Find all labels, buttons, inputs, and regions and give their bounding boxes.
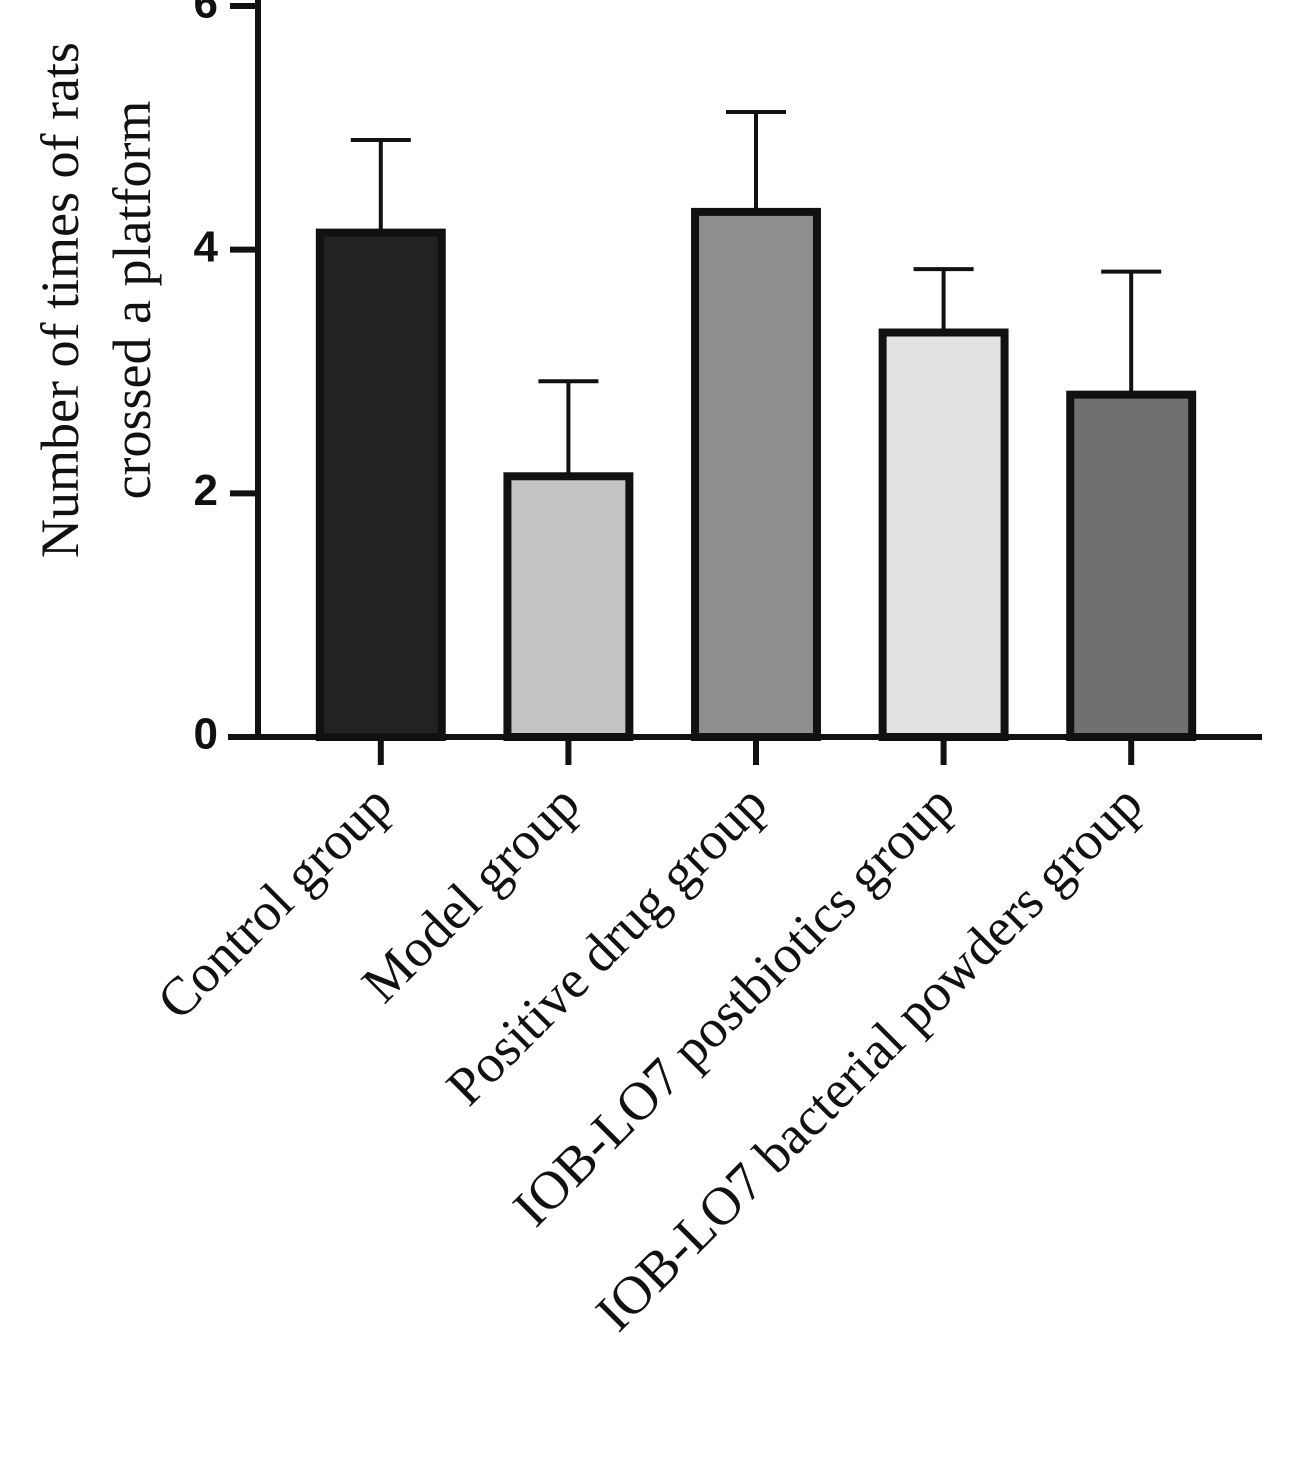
y-tick-label: 6: [194, 0, 218, 28]
x-tick-label: Control group: [146, 773, 404, 1031]
bar: [507, 476, 629, 737]
bar: [320, 233, 442, 737]
bar: [1070, 395, 1192, 737]
bar: [883, 333, 1005, 737]
x-tick-label: Positive drug group: [435, 773, 779, 1117]
y-axis-label-group: Number of times of rats crossed a platfo…: [30, 42, 162, 558]
y-axis-label: Number of times of rats: [30, 42, 90, 558]
y-tick-label: 0: [194, 710, 218, 759]
y-tick-label: 4: [194, 222, 219, 271]
y-tick-label: 2: [194, 466, 218, 515]
bar: [695, 212, 817, 737]
y-axis-label: crossed a platform: [102, 101, 162, 500]
